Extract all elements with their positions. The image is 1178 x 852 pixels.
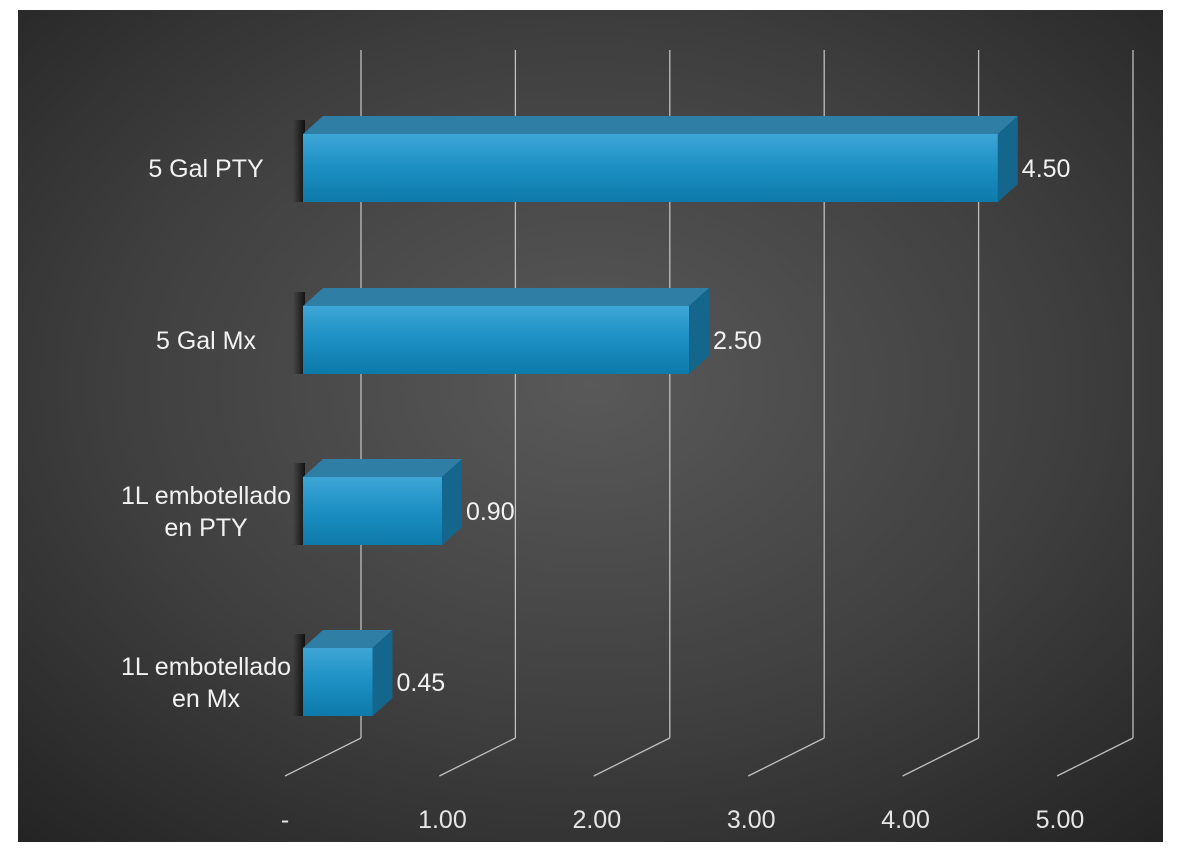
- bars: [293, 116, 1018, 716]
- bar-front-face: [303, 477, 442, 545]
- bar-side-face: [997, 116, 1018, 202]
- bar-shadow: [293, 292, 305, 374]
- bar: [293, 630, 393, 716]
- x-tick-label: 2.00: [572, 806, 621, 834]
- bar-top-face: [303, 116, 1018, 134]
- x-tick-label: 5.00: [1036, 806, 1085, 834]
- floor-gridline: [284, 737, 362, 777]
- category-label: 5 Gal Mx: [156, 327, 257, 355]
- bar-side-face: [372, 630, 393, 716]
- x-tick-label: -: [281, 806, 289, 834]
- bar-shadow: [293, 634, 305, 716]
- x-tick-label: 1.00: [418, 806, 467, 834]
- bar: [293, 459, 462, 545]
- x-tick-label: 3.00: [727, 806, 776, 834]
- category-label: 1L embotellado en Mx: [121, 653, 291, 713]
- bar-front-face: [303, 306, 689, 374]
- floor-gridline: [439, 737, 516, 777]
- bar-front-face: [303, 648, 373, 716]
- chart-area: - 1.00 2.00 3.00 4.00 5.00 4.50 5 Gal PTY 2.50 5 …: [18, 10, 1163, 842]
- bar-front-face: [303, 134, 998, 202]
- bar-side-face: [689, 288, 709, 374]
- bar-side-face: [441, 459, 462, 545]
- floor-gridline: [747, 737, 825, 777]
- bar-shadow: [293, 463, 305, 545]
- floor-gridline: [902, 737, 979, 777]
- category-label: 5 Gal PTY: [148, 155, 264, 183]
- bar: [293, 288, 709, 374]
- bar-top-face: [303, 459, 462, 477]
- bar: [293, 116, 1018, 202]
- x-tick-label: 4.00: [881, 806, 930, 834]
- bar-chart: - 1.00 2.00 3.00 4.00 5.00 4.50 5 Gal PTY 2.50 5 …: [18, 10, 1163, 842]
- labels: - 1.00 2.00 3.00 4.00 5.00 4.50 5 Gal PTY 2.50 5 …: [121, 155, 1084, 834]
- data-label: 0.90: [466, 498, 515, 526]
- bar-top-face: [303, 630, 393, 648]
- floor-gridline: [1056, 737, 1134, 777]
- floor-gridline: [593, 737, 671, 777]
- data-label: 2.50: [713, 327, 762, 355]
- data-label: 0.45: [396, 669, 445, 697]
- data-label: 4.50: [1022, 155, 1071, 183]
- bar-shadow: [293, 120, 305, 202]
- bar-top-face: [303, 288, 709, 306]
- category-label: 1L embotellado en PTY: [121, 482, 291, 542]
